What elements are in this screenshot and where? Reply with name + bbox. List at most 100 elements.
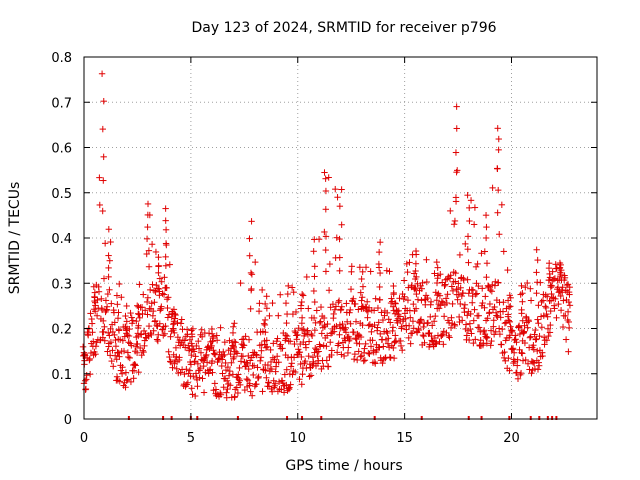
data-point: [492, 328, 499, 336]
data-point: [226, 367, 234, 375]
data-point: [252, 258, 259, 266]
data-point: [110, 363, 117, 370]
data-point: [244, 360, 251, 368]
data-point: [479, 299, 486, 307]
data-point: [485, 283, 492, 290]
data-point: [497, 314, 504, 321]
data-point: [411, 286, 419, 293]
data-point: [374, 324, 381, 331]
data-point: [375, 319, 382, 326]
data-point: [545, 332, 552, 340]
data-point: [232, 339, 239, 346]
data-point: [323, 357, 330, 364]
data-point: [482, 333, 489, 340]
data-point: [219, 370, 226, 377]
data-point-peak: [208, 330, 216, 337]
data-point-peak: [464, 233, 472, 240]
data-point: [333, 349, 341, 356]
x-tick-label: 10: [289, 431, 306, 446]
data-point: [119, 364, 126, 371]
data-point-peak: [375, 248, 383, 256]
data-point: [550, 276, 557, 283]
data-point: [410, 325, 417, 332]
data-point: [264, 361, 272, 369]
data-point-peak: [282, 331, 289, 339]
data-point: [334, 194, 341, 201]
data-point-peak: [282, 299, 290, 307]
data-point: [406, 259, 413, 266]
data-point: [424, 319, 432, 326]
data-point: [266, 312, 273, 320]
data-point-peak: [231, 348, 238, 355]
data-point: [487, 327, 495, 334]
data-point-peak: [391, 299, 399, 307]
data-point: [428, 322, 436, 329]
data-point: [295, 346, 302, 353]
data-point-peak: [135, 310, 142, 317]
data-point: [315, 348, 322, 355]
data-point-peak: [465, 259, 472, 266]
data-point: [253, 380, 260, 388]
data-point: [443, 299, 451, 307]
data-point: [149, 281, 156, 288]
data-point: [194, 383, 201, 390]
x-tick-label: 15: [396, 431, 413, 446]
data-point: [397, 342, 405, 350]
data-point: [565, 324, 573, 332]
data-point-peak: [412, 267, 419, 275]
data-point-peak: [389, 303, 397, 310]
data-point: [525, 318, 532, 325]
data-point: [284, 354, 292, 361]
data-point-peak: [263, 305, 271, 312]
data-point: [120, 347, 128, 355]
data-point: [396, 295, 403, 302]
data-point-peak: [482, 211, 490, 219]
data-point-peak: [261, 300, 269, 308]
data-point: [528, 370, 535, 377]
data-point: [186, 367, 194, 374]
data-point: [555, 300, 562, 308]
data-point: [378, 309, 385, 316]
data-point: [243, 375, 250, 383]
data-point: [331, 306, 339, 313]
data-point: [350, 355, 358, 363]
data-point: [128, 342, 135, 349]
data-point: [126, 325, 133, 333]
data-point: [192, 353, 199, 360]
data-point: [542, 303, 549, 310]
data-point: [343, 318, 351, 326]
data-point: [111, 352, 119, 359]
data-point-peak: [145, 263, 153, 270]
data-point: [166, 358, 174, 365]
data-point: [163, 284, 170, 292]
data-point: [356, 264, 364, 271]
data-point: [521, 339, 529, 347]
data-point-peak: [298, 320, 306, 327]
data-point: [490, 323, 497, 330]
data-point: [346, 335, 354, 343]
data-point: [247, 357, 254, 364]
data-point: [286, 384, 293, 391]
data-point: [388, 298, 396, 305]
data-point: [498, 341, 505, 348]
data-point: [318, 330, 325, 337]
data-point: [199, 375, 206, 382]
data-point: [398, 347, 406, 354]
data-point: [132, 362, 139, 369]
data-point: [299, 371, 306, 378]
data-point: [410, 300, 417, 308]
data-point: [96, 174, 103, 181]
data-point: [501, 320, 509, 327]
data-point-peak: [188, 327, 195, 334]
data-point: [192, 370, 200, 377]
data-point: [225, 372, 233, 379]
data-point: [328, 347, 335, 354]
data-point: [534, 347, 541, 355]
data-point: [562, 312, 569, 320]
data-point: [357, 333, 365, 341]
data-point: [306, 373, 313, 380]
data-point: [505, 317, 512, 324]
data-point-peak: [116, 280, 123, 288]
data-point-peak: [154, 285, 162, 292]
data-point: [462, 240, 469, 248]
